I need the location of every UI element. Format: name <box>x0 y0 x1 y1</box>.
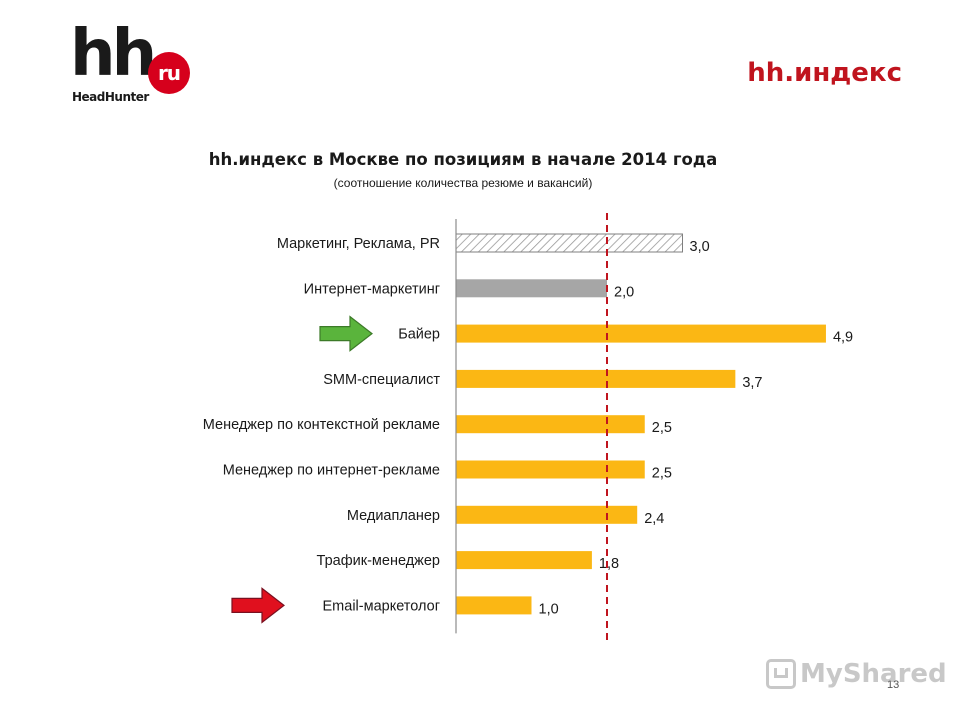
logo-hh-text: hh <box>70 17 157 91</box>
bar <box>456 279 607 298</box>
logo-subtitle: HeadHunter <box>72 90 149 104</box>
chart-title: hh.индекс в Москве по позициям в начале … <box>208 150 718 169</box>
category-label: Интернет-маркетинг <box>304 281 440 297</box>
headhunter-logo: hh ru HeadHunter <box>70 22 200 106</box>
value-label: 2,4 <box>644 511 664 527</box>
value-label: 1,0 <box>539 601 559 617</box>
bar <box>456 505 638 524</box>
value-label: 2,0 <box>614 284 634 300</box>
category-label: Менеджер по контекстной рекламе <box>203 417 440 433</box>
value-label: 2,5 <box>652 420 672 436</box>
value-label: 2,5 <box>652 466 672 482</box>
category-label: SMM-специалист <box>323 372 440 388</box>
bar <box>456 460 645 479</box>
category-label: Медиапланер <box>347 508 440 524</box>
value-label: 1,8 <box>599 556 619 572</box>
bar <box>455 233 683 253</box>
page-number: 13 <box>887 679 900 691</box>
bar <box>456 369 736 388</box>
brand-title: hh.индекс <box>747 58 902 88</box>
watermark-text: MyShared <box>800 659 947 689</box>
value-label: 4,9 <box>833 330 853 346</box>
value-label: 3,0 <box>690 239 710 255</box>
bar <box>456 551 592 570</box>
logo-ru-badge: ru <box>148 52 190 94</box>
watermark: MyShared <box>766 656 947 692</box>
chart-subtitle: (соотношение количества резюме и ваканси… <box>333 176 593 190</box>
bar <box>456 596 532 615</box>
category-label: Менеджер по интернет-рекламе <box>223 463 440 479</box>
green-arrow-icon <box>319 315 373 352</box>
category-label: Байер <box>398 327 440 343</box>
red-arrow-icon <box>231 587 285 624</box>
myshared-icon <box>766 659 796 689</box>
category-label: Трафик-менеджер <box>317 553 440 569</box>
bar <box>456 324 826 343</box>
category-label: Email-маркетолог <box>323 598 440 614</box>
category-label: Маркетинг, Реклама, PR <box>277 236 440 252</box>
value-label: 3,7 <box>742 375 762 391</box>
bar <box>456 415 645 434</box>
